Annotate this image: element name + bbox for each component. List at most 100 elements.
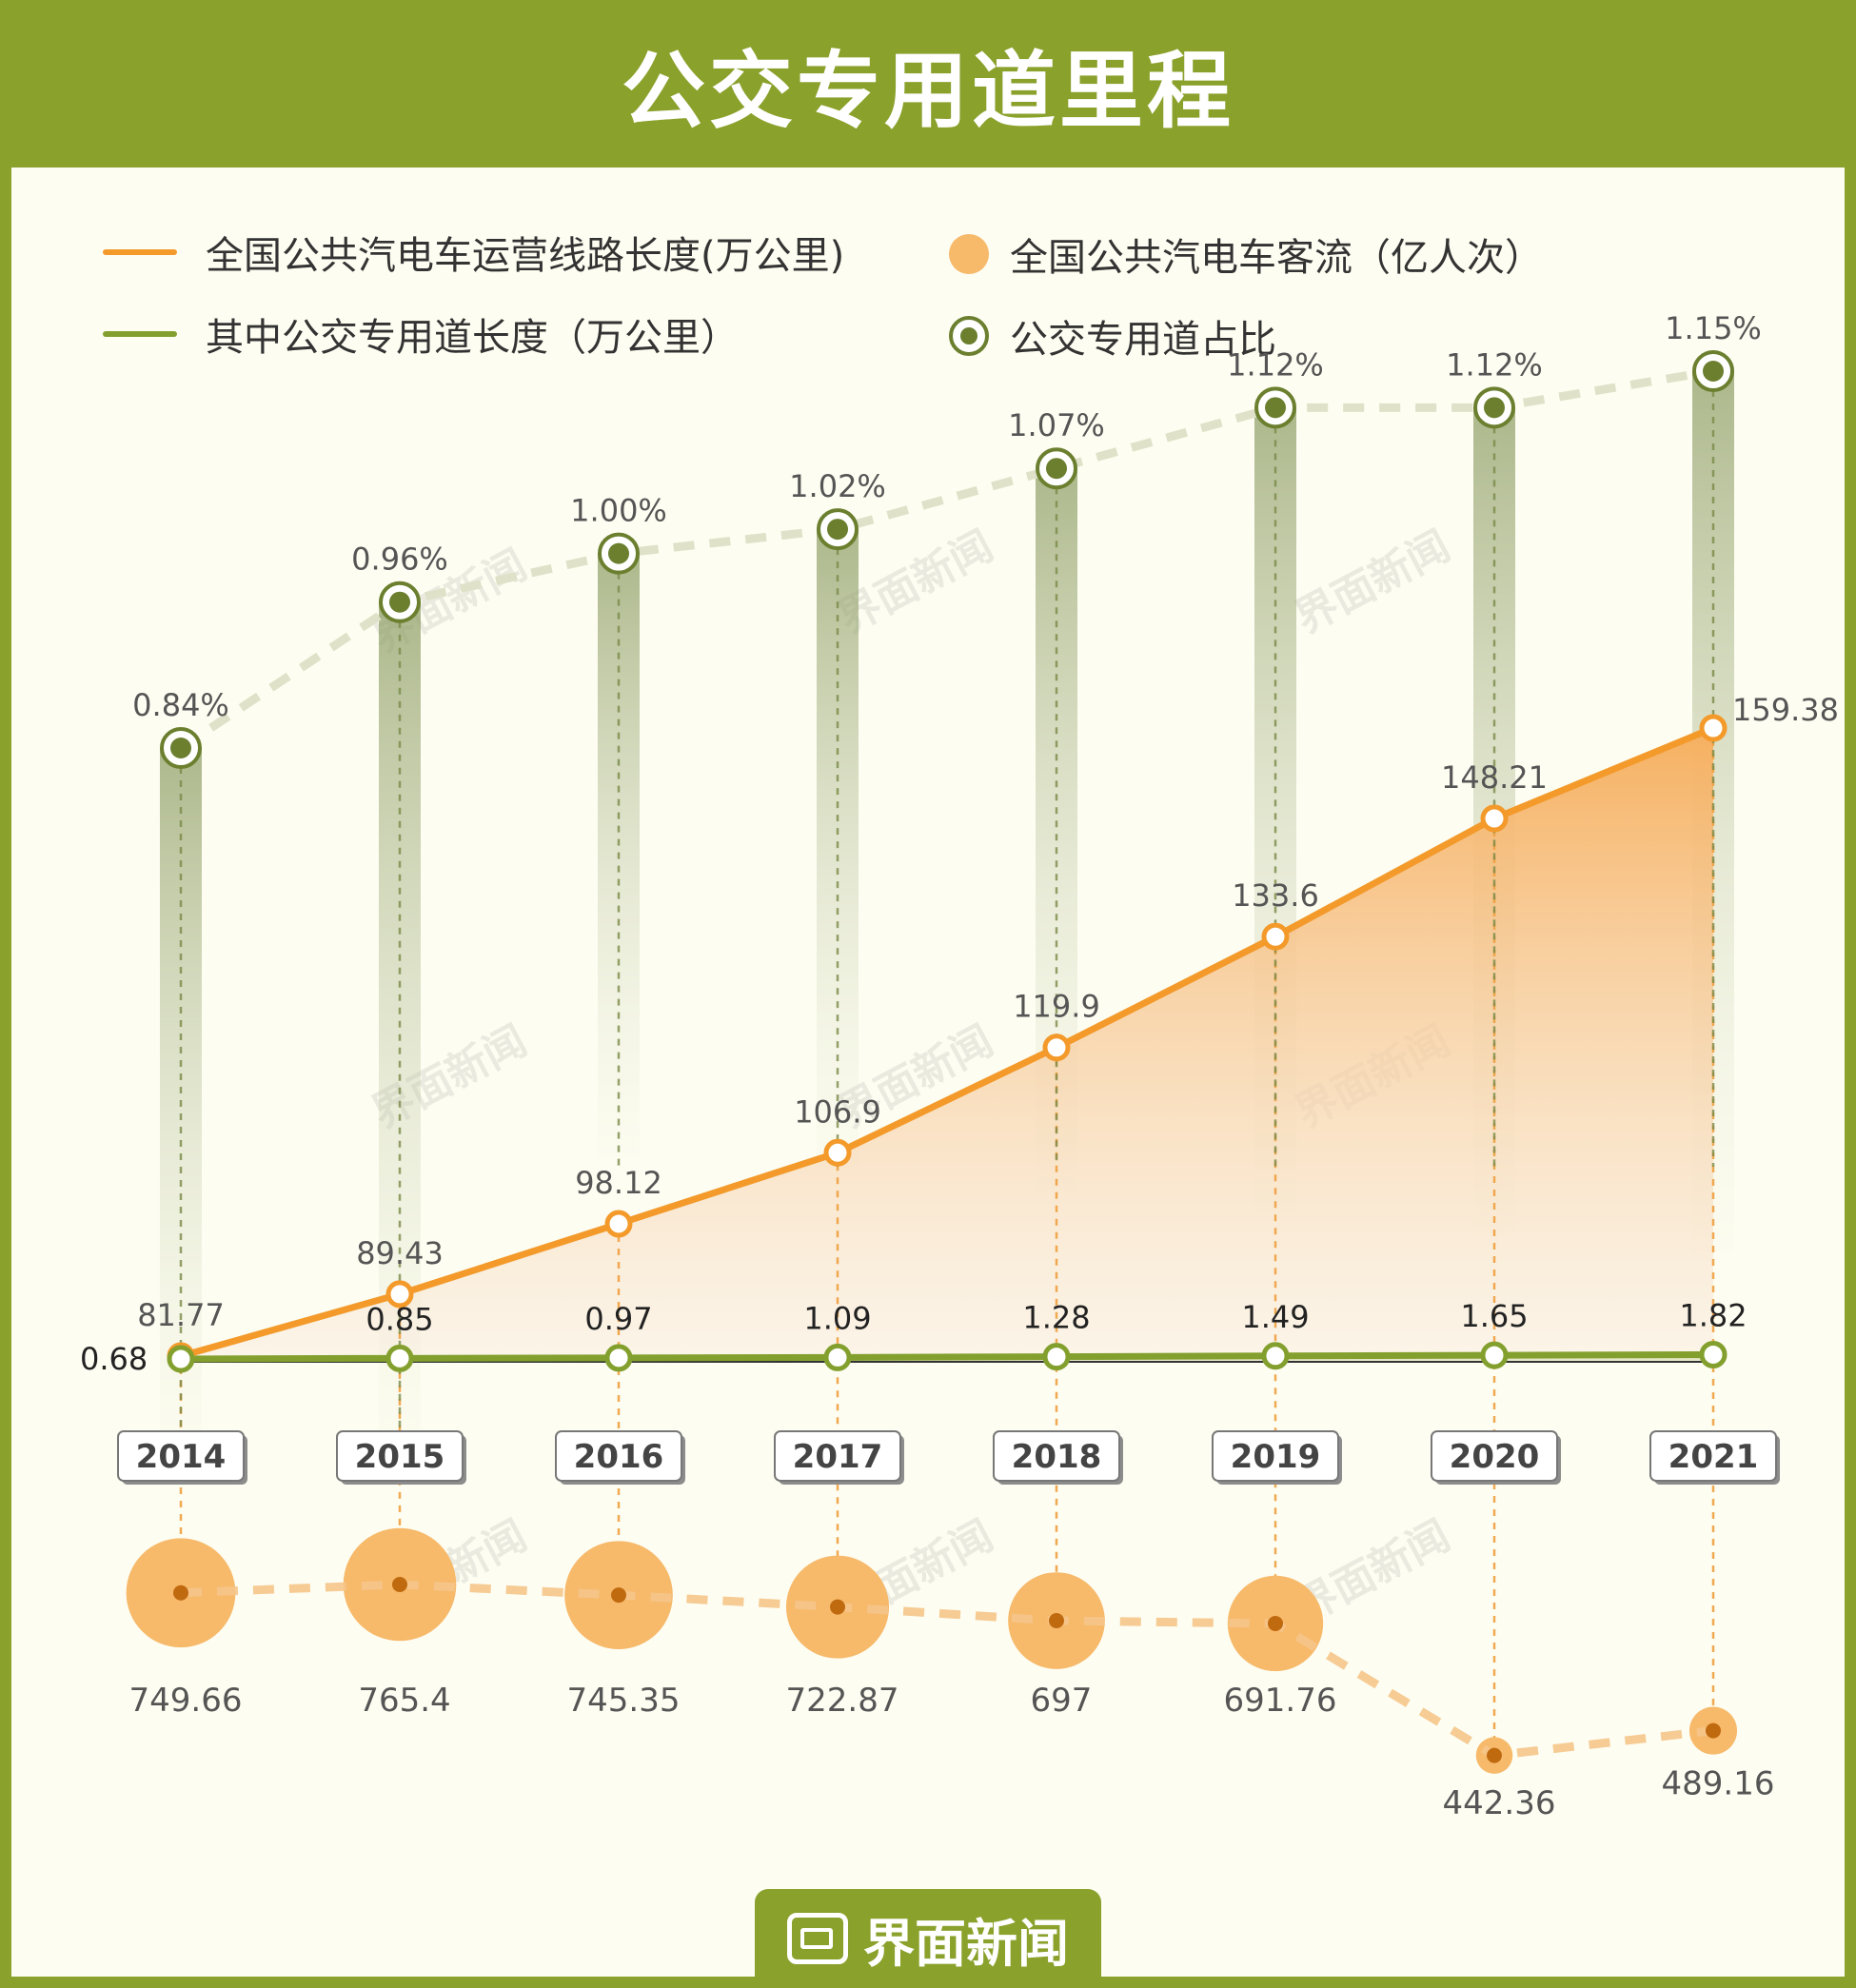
lane-label: 0.85 bbox=[365, 1301, 433, 1337]
share-label: 0.96% bbox=[351, 541, 448, 578]
share-point-core bbox=[170, 738, 191, 758]
lane-point bbox=[1042, 1343, 1071, 1371]
ridership-dot bbox=[830, 1599, 845, 1615]
title-bar: 公交专用道里程 bbox=[0, 0, 1856, 167]
brand-badge: 界面新闻 bbox=[755, 1889, 1101, 1988]
lane-label: 0.97 bbox=[584, 1301, 652, 1337]
ridership-line bbox=[180, 1580, 1714, 1761]
chart-title: 公交专用道里程 bbox=[621, 41, 1234, 140]
year-label: 2016 bbox=[574, 1438, 664, 1476]
route-point bbox=[823, 1138, 852, 1167]
route-label: 148.21 bbox=[1441, 759, 1548, 796]
ridership-label: 691.76 bbox=[1224, 1682, 1337, 1720]
route-label: 89.43 bbox=[356, 1235, 444, 1271]
route-point bbox=[1699, 714, 1728, 742]
year-tag bbox=[1212, 1430, 1339, 1482]
legend-share-ring-icon bbox=[949, 316, 989, 356]
legend-share-label: 公交专用道占比 bbox=[1010, 318, 1276, 362]
ridership-dot bbox=[173, 1584, 188, 1601]
legend-bus-lane-length: 其中公交专用道长度（万公里） bbox=[103, 306, 739, 362]
ridership-dot bbox=[1049, 1613, 1064, 1629]
brand-logo-icon bbox=[787, 1913, 848, 1964]
lane-label: 1.49 bbox=[1241, 1299, 1309, 1335]
lane-label: 1.09 bbox=[803, 1300, 871, 1336]
year-tag bbox=[993, 1430, 1120, 1482]
lane-label: 1.28 bbox=[1022, 1300, 1090, 1336]
share-point-core bbox=[1265, 397, 1286, 419]
ridership-dot bbox=[1706, 1722, 1721, 1739]
share-label: 1.12% bbox=[1227, 346, 1324, 383]
lane-label: 0.68 bbox=[80, 1341, 148, 1377]
share-point-core bbox=[1484, 397, 1505, 419]
year-label: 2020 bbox=[1450, 1438, 1540, 1476]
share-label: 1.00% bbox=[570, 493, 667, 529]
share-point-core bbox=[1046, 458, 1067, 480]
year-tag bbox=[1431, 1430, 1558, 1482]
route-label: 106.9 bbox=[794, 1093, 881, 1130]
ridership-dot bbox=[392, 1577, 407, 1592]
route-point bbox=[1480, 804, 1509, 833]
share-label: 1.07% bbox=[1008, 407, 1105, 443]
ridership-label: 442.36 bbox=[1443, 1784, 1556, 1822]
ridership-label: 489.16 bbox=[1662, 1765, 1775, 1803]
year-label: 2018 bbox=[1012, 1438, 1102, 1476]
lane-point bbox=[604, 1344, 633, 1372]
year-label: 2019 bbox=[1231, 1438, 1321, 1476]
share-point-core bbox=[827, 519, 848, 541]
share-point-core bbox=[1703, 361, 1724, 382]
route-point bbox=[385, 1280, 414, 1309]
route-line bbox=[180, 724, 1715, 1360]
lane-point bbox=[1699, 1340, 1728, 1368]
legend-route-line-icon bbox=[103, 249, 177, 255]
legend-ridership: 全国公共汽电车客流（亿人次） bbox=[949, 226, 1543, 282]
route-area bbox=[181, 728, 1713, 1362]
legend-bus-lane-share: 公交专用道占比 bbox=[949, 308, 1276, 364]
route-label: 98.12 bbox=[575, 1165, 662, 1201]
lane-point bbox=[1261, 1342, 1290, 1370]
share-label: 1.02% bbox=[789, 468, 886, 504]
ridership-label: 722.87 bbox=[786, 1682, 899, 1720]
share-label: 0.84% bbox=[132, 687, 229, 723]
lane-point bbox=[385, 1344, 414, 1372]
route-label: 159.38 bbox=[1732, 692, 1839, 728]
year-label: 2017 bbox=[793, 1438, 883, 1476]
ridership-dot bbox=[611, 1587, 626, 1604]
lane-label: 1.65 bbox=[1460, 1298, 1528, 1334]
share-label: 1.12% bbox=[1446, 346, 1543, 383]
lane-point bbox=[823, 1343, 852, 1371]
lane-point bbox=[1480, 1341, 1509, 1369]
share-label: 1.15% bbox=[1665, 310, 1762, 346]
chart-panel: 全国公共汽电车运营线路长度(万公里) 其中公交专用道长度（万公里） 全国公共汽电… bbox=[11, 167, 1845, 1977]
year-label: 2015 bbox=[355, 1438, 445, 1476]
lane-point bbox=[167, 1345, 195, 1373]
route-point bbox=[1261, 922, 1290, 951]
year-tag bbox=[336, 1430, 464, 1482]
year-tag bbox=[1649, 1430, 1777, 1482]
legend-ridership-dot-icon bbox=[949, 234, 989, 274]
share-line bbox=[178, 366, 1714, 752]
ridership-label: 765.4 bbox=[358, 1682, 450, 1720]
route-point bbox=[1042, 1033, 1071, 1062]
brand-name: 界面新闻 bbox=[863, 1913, 1069, 1974]
year-tag bbox=[555, 1430, 682, 1482]
route-label: 133.6 bbox=[1232, 877, 1319, 914]
ridership-dot bbox=[1268, 1615, 1283, 1631]
lane-label: 1.82 bbox=[1679, 1297, 1747, 1333]
legend-ridership-label: 全国公共汽电车客流（亿人次） bbox=[1010, 236, 1543, 280]
ridership-label: 749.66 bbox=[129, 1682, 243, 1720]
route-point bbox=[604, 1210, 633, 1238]
route-label: 81.77 bbox=[137, 1297, 225, 1333]
share-pillar bbox=[817, 529, 859, 1176]
legend-route-label: 全国公共汽电车运营线路长度(万公里) bbox=[206, 234, 845, 278]
ridership-label: 697 bbox=[1031, 1682, 1093, 1720]
legend-lane-label: 其中公交专用道长度（万公里） bbox=[206, 316, 739, 360]
chart-plot: 0.84% 0.96% 1.00% 1.02% 1.07% 1.12% 1.12% 1.15%… bbox=[80, 310, 1839, 1822]
route-label: 119.9 bbox=[1013, 989, 1100, 1025]
lane-line bbox=[180, 1350, 1714, 1363]
year-tag bbox=[117, 1430, 245, 1482]
share-point-core bbox=[389, 591, 410, 613]
year-tag bbox=[774, 1430, 901, 1482]
year-label: 2014 bbox=[136, 1438, 227, 1476]
legend-route-length: 全国公共汽电车运营线路长度(万公里) bbox=[103, 225, 844, 280]
legend-lane-line-icon bbox=[103, 331, 177, 337]
